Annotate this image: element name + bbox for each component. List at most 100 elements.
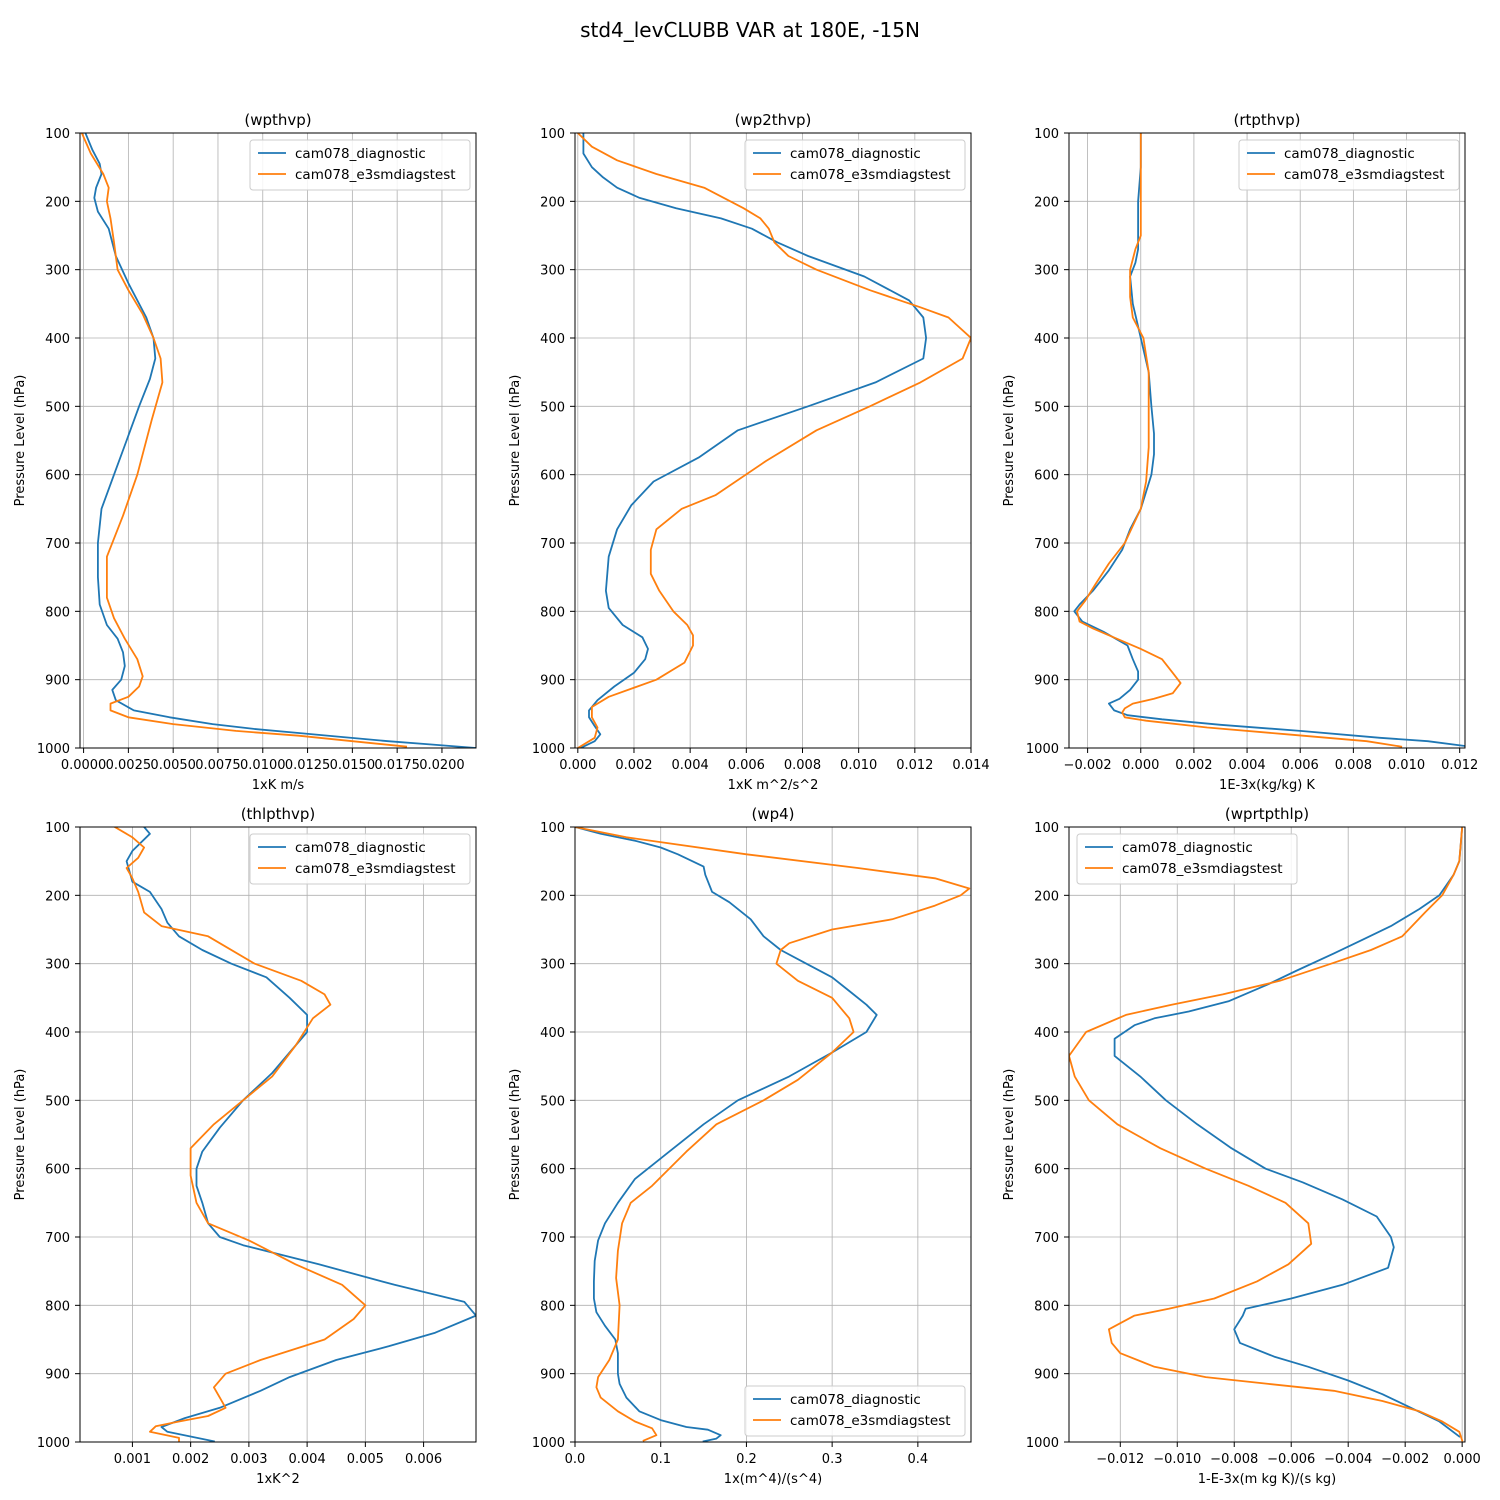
y-tick-label: 700 <box>45 537 70 552</box>
panel-title: (rtpthvp) <box>1233 111 1300 129</box>
y-tick-label: 300 <box>45 958 70 973</box>
x-tick-label: −0.002 <box>1381 1452 1429 1467</box>
y-tick-label: 700 <box>1034 537 1059 552</box>
y-tick-label: 900 <box>45 1368 70 1383</box>
x-tick-label: 0.014 <box>952 758 989 773</box>
x-tick-label: 0.001 <box>114 1452 151 1467</box>
x-tick-label: 0.012 <box>896 758 933 773</box>
legend-label: cam078_diagnostic <box>1122 840 1253 856</box>
legend: cam078_diagnostic cam078_e3smdiagstest <box>1238 139 1460 191</box>
y-tick-label: 800 <box>45 1299 70 1314</box>
legend-label: cam078_diagnostic <box>790 146 921 162</box>
panel-1: 0.0000 0.0025 0.0050 0.0075 0.0100 0.0125 0.01… <box>13 111 477 793</box>
legend: cam078_diagnostic cam078_e3smdiagstest <box>744 1385 966 1437</box>
y-axis-label: Pressure Level (hPa) <box>508 375 523 507</box>
y-tick-label: 400 <box>1034 1026 1059 1041</box>
x-tick-label: 0.002 <box>1175 758 1212 773</box>
plot-frame <box>79 826 477 1443</box>
legend-label: cam078_e3smdiagstest <box>790 1413 951 1429</box>
legend-box <box>249 139 471 191</box>
y-tick-label: 100 <box>540 821 565 836</box>
series-line-cam078_e3smdiagstest <box>1076 133 1403 748</box>
x-tick-label: 0.0200 <box>419 758 465 773</box>
y-tick-label: 600 <box>540 1163 565 1178</box>
legend-box <box>1076 833 1298 885</box>
y-tick-label: 100 <box>45 821 70 836</box>
x-tick-label: 0.0075 <box>195 758 241 773</box>
legend-label: cam078_diagnostic <box>295 146 426 162</box>
y-tick-label: 400 <box>540 332 565 347</box>
y-tick-label: 700 <box>540 537 565 552</box>
plot-frame <box>79 132 477 749</box>
legend: cam078_diagnostic cam078_e3smdiagstest <box>744 139 966 191</box>
x-tick-label: 0.000 <box>559 758 596 773</box>
legend-box <box>744 1385 966 1437</box>
y-tick-label: 900 <box>1034 674 1059 689</box>
y-tick-label: 300 <box>1034 958 1059 973</box>
panel-title: (wpthvp) <box>244 111 311 129</box>
x-tick-label: 0.000 <box>1444 1452 1481 1467</box>
legend-label: cam078_e3smdiagstest <box>295 167 456 183</box>
y-tick-label: 400 <box>45 1026 70 1041</box>
y-tick-label: 600 <box>1034 1163 1059 1178</box>
y-tick-label: 500 <box>1034 1094 1059 1109</box>
y-tick-label: 700 <box>1034 1231 1059 1246</box>
x-tick-label: −0.008 <box>1210 1452 1258 1467</box>
y-tick-label: 500 <box>45 1094 70 1109</box>
legend-label: cam078_e3smdiagstest <box>295 861 456 877</box>
x-tick-label: 0.008 <box>1335 758 1372 773</box>
legend-label: cam078_e3smdiagstest <box>1284 167 1445 183</box>
y-axis-label: Pressure Level (hPa) <box>1002 375 1017 507</box>
plot-frame <box>1068 132 1466 749</box>
x-tick-label: 0.008 <box>784 758 821 773</box>
panel-title: (thlpthvp) <box>241 805 316 823</box>
x-tick-label: 0.005 <box>347 1452 384 1467</box>
x-tick-label: 0.012 <box>1441 758 1478 773</box>
y-tick-label: 1000 <box>37 1436 70 1451</box>
y-tick-label: 800 <box>1034 1299 1059 1314</box>
y-tick-label: 100 <box>1034 127 1059 142</box>
y-tick-label: 800 <box>540 1299 565 1314</box>
series-line-cam078_e3smdiagstest <box>575 827 971 1442</box>
series-line-cam078_e3smdiagstest <box>80 133 408 748</box>
y-tick-label: 600 <box>540 469 565 484</box>
x-axis-label: 1xK m^2/s^2 <box>728 778 819 793</box>
x-tick-label: −0.004 <box>1324 1452 1372 1467</box>
legend-label: cam078_diagnostic <box>295 840 426 856</box>
y-tick-label: 300 <box>45 264 70 279</box>
y-tick-label: 400 <box>45 332 70 347</box>
panel-4: 0.001 0.002 0.003 0.004 0.005 0.006 100 200 300 4… <box>13 805 477 1487</box>
x-tick-label: 0.3 <box>822 1452 843 1467</box>
x-axis-label: 1xK^2 <box>256 1472 300 1487</box>
x-tick-label: 0.004 <box>672 758 709 773</box>
y-tick-label: 500 <box>540 1094 565 1109</box>
y-tick-label: 500 <box>1034 400 1059 415</box>
y-axis-label: Pressure Level (hPa) <box>13 375 28 507</box>
y-tick-label: 1000 <box>1026 742 1059 757</box>
x-axis-label: 1x(m^4)/(s^4) <box>724 1472 822 1487</box>
y-tick-label: 800 <box>45 605 70 620</box>
x-tick-label: 0.002 <box>615 758 652 773</box>
y-tick-label: 100 <box>45 127 70 142</box>
x-tick-label: 0.0150 <box>330 758 376 773</box>
y-tick-label: 400 <box>1034 332 1059 347</box>
x-tick-label: 0.0 <box>565 1452 586 1467</box>
y-tick-label: 800 <box>1034 605 1059 620</box>
plot-frame <box>574 132 972 749</box>
panels: 0.0000 0.0025 0.0050 0.0075 0.0100 0.0125 0.01… <box>13 111 1481 1487</box>
y-tick-label: 200 <box>540 195 565 210</box>
y-tick-label: 900 <box>1034 1368 1059 1383</box>
y-tick-label: 1000 <box>1026 1436 1059 1451</box>
y-tick-label: 300 <box>540 958 565 973</box>
x-axis-label: 1-E-3x(m kg K)/(s kg) <box>1198 1472 1336 1487</box>
x-tick-label: 0.0000 <box>61 758 107 773</box>
legend-label: cam078_e3smdiagstest <box>790 167 951 183</box>
y-tick-label: 200 <box>1034 195 1059 210</box>
panel-title: (wprtpthlp) <box>1225 805 1309 823</box>
y-axis-label: Pressure Level (hPa) <box>13 1069 28 1201</box>
y-axis-label: Pressure Level (hPa) <box>1002 1069 1017 1201</box>
legend: cam078_diagnostic cam078_e3smdiagstest <box>249 139 471 191</box>
x-tick-label: 0.010 <box>840 758 877 773</box>
series-line-cam078_diagnostic <box>1113 827 1464 1438</box>
x-tick-label: 0.010 <box>1388 758 1425 773</box>
